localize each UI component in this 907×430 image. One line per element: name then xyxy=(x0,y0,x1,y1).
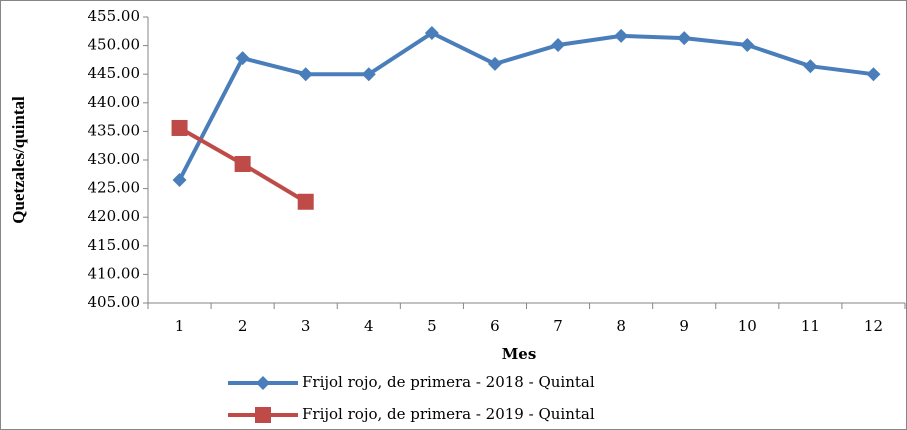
data-point xyxy=(171,119,188,136)
x-tick-label: 8 xyxy=(616,317,626,335)
data-point xyxy=(234,156,251,173)
y-axis-title: Quetzales/quintal xyxy=(9,96,28,224)
legend-label: Frijol rojo, de primera - 2019 - Quintal xyxy=(302,405,595,423)
data-point xyxy=(803,59,818,74)
y-tick-label: 430.00 xyxy=(88,150,141,168)
y-tick-label: 415.00 xyxy=(88,236,141,254)
data-point xyxy=(614,28,629,43)
data-point xyxy=(361,67,376,82)
x-tick-label: 5 xyxy=(427,317,437,335)
data-point xyxy=(424,26,439,41)
x-tick-label: 12 xyxy=(864,317,883,335)
y-tick-label: 440.00 xyxy=(88,93,141,111)
data-point xyxy=(740,38,755,53)
data-point xyxy=(866,67,881,82)
y-tick-label: 425.00 xyxy=(88,179,141,197)
data-point xyxy=(235,51,250,66)
data-point xyxy=(677,31,692,46)
y-tick-label: 420.00 xyxy=(88,207,141,225)
y-tick-label: 445.00 xyxy=(88,64,141,82)
y-tick-label: 450.00 xyxy=(88,36,141,54)
legend-marker xyxy=(256,376,270,390)
x-tick-label: 4 xyxy=(364,317,374,335)
x-tick-label: 7 xyxy=(553,317,563,335)
x-tick-label: 9 xyxy=(679,317,689,335)
series-line xyxy=(177,31,874,181)
x-tick-label: 10 xyxy=(738,317,757,335)
y-tick-label: 455.00 xyxy=(88,7,141,25)
y-tick-label: 435.00 xyxy=(88,121,141,139)
data-point xyxy=(487,56,502,71)
x-tick-label: 6 xyxy=(490,317,500,335)
x-tick-label: 3 xyxy=(301,317,311,335)
x-tick-label: 2 xyxy=(238,317,248,335)
y-tick-label: 410.00 xyxy=(88,264,141,282)
data-point xyxy=(298,67,313,82)
y-tick-label: 405.00 xyxy=(88,293,141,311)
x-axis-title: Mes xyxy=(502,345,537,363)
data-point xyxy=(551,38,566,53)
x-tick-label: 1 xyxy=(175,317,185,335)
data-point xyxy=(297,193,314,210)
x-tick-label: 11 xyxy=(801,317,820,335)
legend-label: Frijol rojo, de primera - 2018 - Quintal xyxy=(302,373,595,391)
data-point xyxy=(172,173,187,188)
legend-marker xyxy=(255,407,271,423)
